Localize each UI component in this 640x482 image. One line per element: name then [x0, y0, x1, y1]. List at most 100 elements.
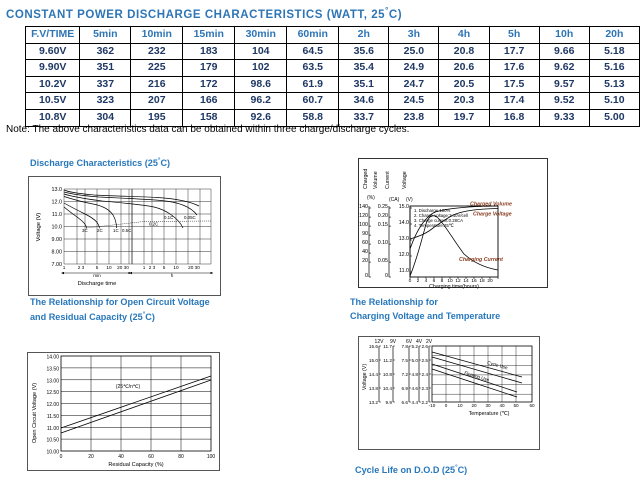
svg-text:Open Circuit Voltage (V): Open Circuit Voltage (V): [32, 383, 38, 443]
svg-text:2.4: 2.4: [421, 372, 428, 377]
svg-text:120: 120: [359, 213, 368, 219]
svg-text:7.5: 7.5: [401, 358, 408, 363]
svg-text:15.0: 15.0: [369, 358, 379, 363]
svg-text:13.2: 13.2: [369, 400, 379, 405]
svg-text:2C: 2C: [97, 228, 103, 233]
svg-text:0.05: 0.05: [378, 258, 388, 264]
svg-text:0.10: 0.10: [378, 240, 388, 246]
svg-text:2.5: 2.5: [421, 358, 428, 363]
svg-text:14.0: 14.0: [399, 220, 409, 226]
svg-text:10.00: 10.00: [46, 450, 59, 456]
svg-text:2 3: 2 3: [149, 265, 156, 270]
svg-text:13.00: 13.00: [46, 378, 59, 384]
svg-text:12.0: 12.0: [52, 200, 63, 206]
svg-text:0.5C: 0.5C: [122, 228, 131, 233]
svg-text:Charging time(hours): Charging time(hours): [429, 284, 479, 289]
svg-text:20: 20: [362, 258, 368, 264]
svg-text:10.50: 10.50: [46, 438, 59, 444]
svg-text:11.7: 11.7: [383, 344, 392, 349]
svg-text:20: 20: [88, 454, 94, 460]
svg-text:14.4: 14.4: [369, 372, 379, 377]
svg-text:2.2: 2.2: [421, 400, 428, 405]
svg-text:4.8: 4.8: [411, 372, 418, 377]
svg-text:0.20: 0.20: [378, 213, 388, 219]
svg-text:h: h: [171, 273, 174, 278]
svg-text:13.0: 13.0: [399, 236, 409, 242]
svg-text:8.00: 8.00: [52, 250, 63, 256]
svg-text:(CA): (CA): [389, 197, 400, 203]
svg-text:0.15: 0.15: [378, 222, 388, 228]
svg-text:7.00: 7.00: [52, 262, 63, 268]
svg-text:Voltage (V): Voltage (V): [362, 364, 368, 390]
svg-text:Charged Volume: Charged Volume: [470, 202, 512, 208]
svg-text:12.50: 12.50: [46, 390, 59, 396]
svg-text:Cycle Use: Cycle Use: [487, 360, 509, 370]
svg-text:0: 0: [60, 454, 63, 460]
svg-text:40: 40: [118, 454, 124, 460]
svg-text:(%): (%): [367, 195, 375, 201]
svg-text:0: 0: [385, 273, 388, 279]
svg-text:0.2C: 0.2C: [149, 222, 158, 227]
svg-text:11.0: 11.0: [399, 268, 409, 274]
svg-text:140: 140: [359, 204, 368, 210]
svg-text:7.8: 7.8: [401, 344, 408, 349]
svg-text:7.2: 7.2: [401, 372, 408, 377]
svg-text:90: 90: [362, 231, 368, 237]
svg-text:(V): (V): [406, 197, 413, 203]
svg-text:Current: Current: [385, 171, 391, 189]
svg-text:3C: 3C: [82, 228, 88, 233]
svg-text:11.2: 11.2: [383, 358, 392, 363]
svg-text:60: 60: [362, 240, 368, 246]
svg-text:10.0: 10.0: [52, 225, 63, 231]
svg-text:10.4: 10.4: [383, 386, 393, 391]
svg-text:5: 5: [96, 265, 99, 270]
svg-text:100: 100: [207, 454, 216, 460]
svg-text:Charge Voltage: Charge Voltage: [473, 212, 512, 218]
svg-text:0.1C: 0.1C: [164, 215, 173, 220]
svg-text:0: 0: [365, 273, 368, 279]
svg-text:(25℃/n℃): (25℃/n℃): [116, 384, 141, 390]
svg-text:4: 4: [425, 278, 428, 284]
svg-text:40: 40: [499, 403, 505, 408]
svg-text:9.00: 9.00: [52, 237, 63, 243]
svg-text:2.3: 2.3: [421, 386, 428, 391]
svg-text:Temperature (℃): Temperature (℃): [469, 411, 510, 417]
svg-text:5: 5: [163, 265, 166, 270]
svg-text:Voltage: Voltage: [402, 171, 408, 189]
svg-text:4.4: 4.4: [411, 400, 418, 405]
svg-text:11.00: 11.00: [47, 426, 59, 432]
svg-text:1: 1: [143, 265, 146, 270]
svg-text:12.00: 12.00: [46, 402, 59, 408]
svg-text:12.0: 12.0: [399, 252, 409, 258]
svg-text:50: 50: [513, 403, 519, 408]
svg-text:18: 18: [479, 278, 485, 284]
svg-text:11.0: 11.0: [52, 212, 62, 218]
svg-text:14.00: 14.00: [46, 355, 59, 361]
svg-text:2 3: 2 3: [78, 265, 85, 270]
svg-text:60: 60: [148, 454, 154, 460]
svg-text:Residual Capacity (%): Residual Capacity (%): [108, 462, 163, 468]
svg-text:1: 1: [63, 265, 66, 270]
svg-text:0: 0: [409, 278, 412, 284]
svg-text:20 30: 20 30: [117, 265, 129, 270]
svg-text:6.9: 6.9: [401, 386, 408, 391]
svg-text:6.6: 6.6: [401, 400, 408, 405]
svg-text:11.50: 11.50: [47, 414, 59, 420]
svg-text:Volume: Volume: [373, 171, 379, 189]
svg-text:2.6: 2.6: [421, 344, 428, 349]
svg-text:Charged: Charged: [363, 169, 369, 189]
svg-text:20 30: 20 30: [188, 265, 200, 270]
svg-text:10.8: 10.8: [383, 372, 393, 377]
svg-text:60: 60: [529, 403, 535, 408]
svg-text:min: min: [93, 273, 101, 278]
svg-text:1C: 1C: [113, 228, 119, 233]
svg-text:5.0: 5.0: [411, 358, 418, 363]
svg-text:80: 80: [178, 454, 184, 460]
svg-text:13.0: 13.0: [52, 187, 63, 193]
svg-text:10: 10: [457, 403, 463, 408]
svg-text:20: 20: [471, 403, 477, 408]
svg-text:-10: -10: [429, 403, 436, 408]
svg-text:13.50: 13.50: [46, 366, 59, 372]
svg-text:2: 2: [417, 278, 420, 284]
svg-text:15.6: 15.6: [369, 344, 379, 349]
